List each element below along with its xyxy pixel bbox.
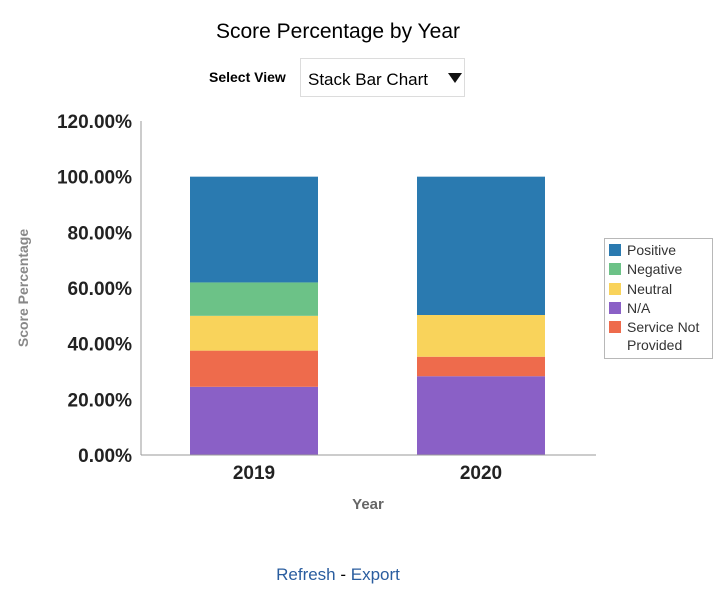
select-view-label: Select View xyxy=(209,69,286,85)
legend-swatch xyxy=(609,263,621,275)
legend-label: N/A xyxy=(627,300,651,316)
bars xyxy=(190,176,545,455)
y-tick-label: 60.00% xyxy=(68,279,133,300)
legend-swatch xyxy=(609,283,621,295)
bar-segment-2019-service-not-provided xyxy=(190,350,318,387)
y-tick-label: 80.00% xyxy=(68,223,133,244)
legend-label: Service Not xyxy=(627,319,700,335)
y-axis-label: Score Percentage xyxy=(15,229,31,347)
legend-swatch xyxy=(609,321,621,333)
stacked-bar-chart: 0.00% 20.00% 40.00% 60.00% 80.00% 100.00% 120.… xyxy=(15,112,596,513)
y-axis: 0.00% 20.00% 40.00% 60.00% 80.00% 100.00% 120.… xyxy=(57,112,142,467)
bar-segment-2020-n-a xyxy=(417,376,545,455)
legend-label: Positive xyxy=(627,242,677,258)
y-tick-label: 120.00% xyxy=(57,112,132,133)
chevron-down-icon xyxy=(448,73,462,83)
x-tick-label: 2020 xyxy=(460,463,502,484)
x-tick-label: 2019 xyxy=(233,463,275,484)
chart-title: Score Percentage by Year xyxy=(215,20,460,43)
footer-links: Refresh - Export xyxy=(0,565,676,585)
legend-label: Negative xyxy=(627,261,683,277)
legend-label: Neutral xyxy=(627,281,673,297)
refresh-link[interactable]: Refresh xyxy=(276,565,336,584)
view-dropdown-value: Stack Bar Chart xyxy=(308,70,428,89)
y-tick-label: 0.00% xyxy=(78,446,132,467)
x-axis: 2019 2020 xyxy=(141,454,596,484)
bar-segment-2020-positive xyxy=(417,176,545,315)
legend-swatch xyxy=(609,244,621,256)
y-tick-label: 20.00% xyxy=(68,390,133,411)
y-tick-label: 100.00% xyxy=(57,168,132,189)
bar-segment-2019-neutral xyxy=(190,315,318,351)
bar-segment-2019-negative xyxy=(190,282,318,316)
bar-segment-2020-neutral xyxy=(417,314,545,357)
bar-segment-2019-n-a xyxy=(190,386,318,455)
x-axis-label: Year xyxy=(352,496,384,513)
y-tick-label: 40.00% xyxy=(68,335,133,356)
export-link[interactable]: Export xyxy=(350,565,400,584)
link-separator: - xyxy=(335,565,351,584)
legend-swatch xyxy=(609,302,621,314)
legend-label-line2: Provided xyxy=(627,337,683,353)
bar-segment-2020-service-not-provided xyxy=(417,356,545,377)
legend: Positive Negative Neutral N/A Service Not Pro… xyxy=(604,238,713,359)
view-dropdown[interactable]: Stack Bar Chart xyxy=(300,58,465,97)
bar-segment-2019-positive xyxy=(190,176,318,283)
